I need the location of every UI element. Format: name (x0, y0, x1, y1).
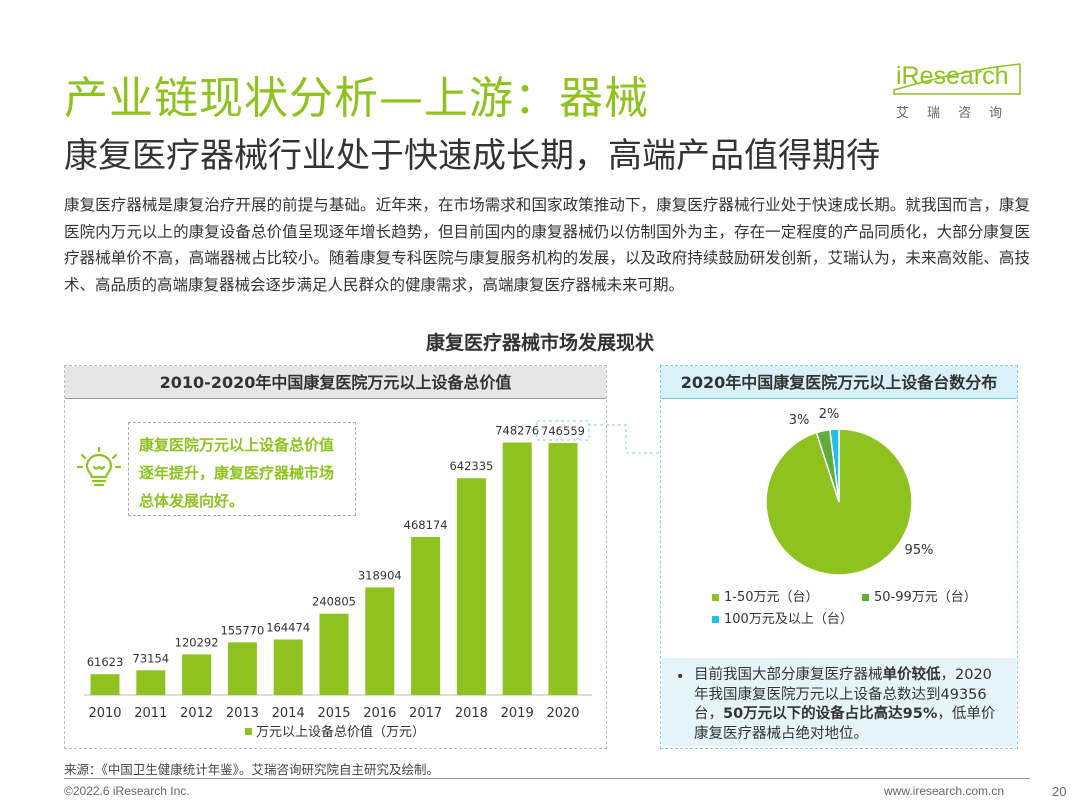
pie-slice (829, 428, 840, 503)
source-note: 来源：《中国卫生健康统计年鉴》。艾瑞咨询研究院自主研究及绘制。 (64, 762, 440, 777)
x-tick-label: 2020 (546, 706, 579, 721)
pie-chart: 95% 3% 2% (765, 407, 934, 576)
page-subtitle: 康复医疗器械行业处于快速成长期，高端产品值得期待 (64, 136, 880, 176)
logo-text: iResearch (896, 62, 1009, 90)
logo-shape-icon (893, 63, 1021, 95)
callout-text: 康复医院万元以上设备总价值逐年提升，康复医疗器械市场总体发展向好。 (128, 422, 356, 516)
note-bullet: • (676, 669, 685, 685)
x-tick-label: 2014 (272, 706, 305, 721)
note-box: • 目前我国大部分康复医疗器械单价较低，2020年我国康复医院万元以上设备总数达… (662, 658, 1016, 746)
bar-chart-title: 2010-2020年中国康复医院万元以上设备总价值 (65, 366, 606, 399)
bar-2015 (319, 613, 349, 695)
bar-2012 (182, 654, 212, 695)
x-tick-label: 2016 (363, 706, 396, 721)
bar-value-label: 746559 (541, 424, 585, 438)
bar-value-label: 642335 (449, 459, 493, 473)
legend-swatch (862, 594, 869, 601)
bar-value-label: 318904 (358, 568, 402, 582)
pie-slice-label: 95% (905, 543, 934, 558)
x-tick-label: 2017 (409, 706, 442, 721)
bar-2020 (548, 443, 578, 695)
bar-value-label: 748276 (495, 423, 539, 437)
section-title: 康复医疗器械市场发展现状 (425, 332, 654, 354)
pie-slice-label: 3% (789, 413, 810, 428)
pie-legend-item: 50-99万元（台） (862, 586, 977, 605)
copyright: ©2022.6 iResearch Inc. (64, 784, 190, 798)
bar-chart-panel: 2010-2020年中国康复医院万元以上设备总价值 (64, 365, 607, 749)
bar-value-label: 468174 (404, 518, 448, 532)
highlight-box (536, 420, 590, 441)
pie-legend-item: 100万元及以上（台） (712, 608, 853, 627)
x-tick-label: 2019 (501, 706, 534, 721)
bar-2014 (273, 639, 303, 695)
bar-value-label: 73154 (133, 651, 170, 665)
page-number: 20 (1052, 784, 1067, 799)
bar-2017 (411, 536, 441, 695)
bar-2013 (227, 642, 257, 695)
logo-cn: 艾瑞咨询 (896, 106, 1021, 121)
x-tick-label: 2010 (88, 706, 121, 721)
x-tick-label: 2011 (134, 706, 167, 721)
bar-2018 (456, 478, 486, 695)
note-text: 目前我国大部分康复医疗器械单价较低，2020年我国康复医院万元以上设备总数达到4… (694, 667, 996, 742)
bar-chart: 61623 2010 73154 2011 120292 2012 155770 2013 16… (84, 420, 592, 740)
bar-value-label: 164474 (266, 620, 310, 634)
intro-paragraph: 康复医疗器械是康复治疗开展的前提与基础。近年来，在市场需求和国家政策推动下，康复… (64, 196, 1030, 294)
bar-value-label: 155770 (220, 623, 264, 637)
page-title: 产业链现状分析—上游：器械 (64, 73, 649, 124)
x-tick-label: 2018 (455, 706, 488, 721)
website-link: www.iresearch.com.cn (884, 784, 1005, 798)
bar-2019 (502, 442, 532, 695)
connector-line (588, 424, 662, 454)
bar-legend-swatch (245, 728, 252, 735)
legend-swatch (712, 616, 719, 623)
legend-label: 100万元及以上（台） (724, 612, 853, 627)
legend-label: 1-50万元（台） (724, 590, 819, 605)
pie-legend-item: 1-50万元（台） (712, 586, 819, 605)
footer-divider (64, 778, 1030, 779)
pie-chart-panel: 2020年中国康复医院万元以上设备台数分布 (660, 365, 1018, 749)
bar-2010 (90, 674, 120, 695)
bar-2016 (365, 587, 395, 695)
x-tick-label: 2015 (317, 706, 350, 721)
bar-value-label: 240805 (312, 595, 356, 609)
legend-swatch (712, 594, 719, 601)
bar-2011 (136, 670, 166, 695)
x-tick-label: 2013 (226, 706, 259, 721)
lightbulb-icon (76, 446, 122, 487)
pie-chart-title: 2020年中国康复医院万元以上设备台数分布 (661, 366, 1017, 399)
bar-legend-label: 万元以上设备总价值（万元） (256, 724, 425, 740)
iresearch-logo: iResearch 艾瑞咨询 (892, 60, 1022, 121)
bar-value-label: 61623 (87, 655, 124, 669)
legend-label: 50-99万元（台） (874, 590, 977, 605)
pie-slice-label: 2% (819, 407, 840, 422)
bar-value-label: 120292 (175, 635, 219, 649)
x-tick-label: 2012 (180, 706, 213, 721)
